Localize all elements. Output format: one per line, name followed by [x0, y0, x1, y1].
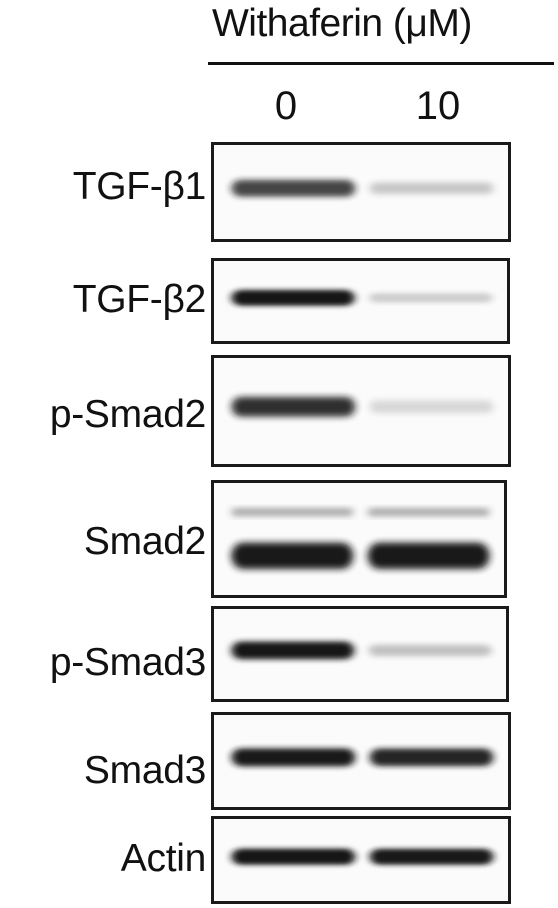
upper-band-lane-1 [231, 508, 354, 516]
treatment-rule [208, 62, 554, 65]
band-lane-1 [231, 396, 356, 417]
row-label-smad3: Smad3 [83, 749, 206, 792]
lane-label-control: 0 [274, 84, 298, 128]
blot-smad3 [211, 712, 511, 810]
band-lane-2 [369, 400, 494, 413]
band-image [231, 289, 493, 306]
treatment-label: Withaferin (μM) [212, 2, 472, 45]
band-image [231, 641, 492, 660]
lane-label-treated: 10 [415, 84, 461, 128]
band-lane-2 [369, 848, 494, 865]
band-lane-1 [231, 179, 356, 197]
row-label-p-smad2: p-Smad2 [49, 393, 206, 436]
row-label-tgf-b1: TGF-β1 [72, 165, 207, 208]
blot-actin [211, 816, 511, 904]
band-image [231, 848, 494, 865]
row-label-smad2: Smad2 [83, 520, 206, 563]
row-label-tgf-b2: TGF-β2 [72, 278, 207, 321]
band-lane-2 [368, 644, 492, 657]
blot-p-smad3 [211, 606, 509, 702]
upper-band-lane-2 [367, 508, 490, 516]
band-lane-1 [231, 289, 355, 306]
band-lane-1 [231, 848, 356, 865]
band-image [231, 396, 494, 417]
band-image [231, 748, 494, 767]
row-label-actin: Actin [120, 837, 207, 880]
blot-p-smad2 [211, 355, 511, 467]
band-lane-2 [369, 292, 493, 303]
band-lane-1 [231, 641, 355, 660]
row-label-p-smad3: p-Smad3 [49, 641, 206, 684]
blot-tgf-b1 [211, 142, 511, 242]
band-image [231, 179, 494, 197]
band-image [231, 508, 490, 569]
blot-smad2 [211, 480, 507, 598]
blot-tgf-b2 [211, 258, 510, 344]
band-lane-1 [231, 542, 354, 569]
band-lane-2 [367, 542, 490, 569]
band-lane-2 [369, 748, 494, 767]
band-lane-1 [231, 748, 356, 767]
band-lane-2 [369, 182, 494, 195]
